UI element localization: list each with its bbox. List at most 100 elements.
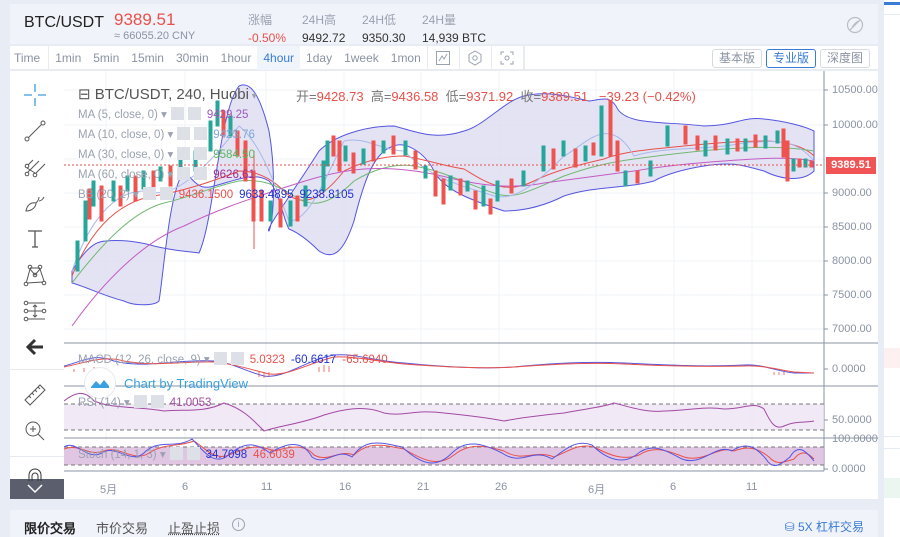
hide-toolbar-button[interactable] [21, 333, 49, 361]
y-tick: 7500.00 [832, 289, 872, 301]
last-price-tag: 9389.51 [826, 157, 876, 174]
depth-chart-button[interactable]: 深度图 [819, 49, 870, 68]
hide-drawings-icon[interactable] [846, 16, 864, 34]
gear-icon[interactable] [177, 147, 191, 160]
screenshot-icon [500, 51, 514, 64]
tools-divider [10, 369, 64, 370]
leverage-trade-link[interactable]: ⛁ 5X 杠杆交易 [784, 520, 864, 534]
brush-tool[interactable] [21, 189, 49, 217]
hexagon-settings-icon [468, 49, 482, 66]
close-icon[interactable] [187, 107, 201, 120]
close-icon[interactable] [186, 447, 200, 460]
gear-icon[interactable] [133, 395, 147, 408]
basic-view-button[interactable]: 基本版 [711, 49, 762, 68]
close-icon[interactable] [194, 127, 208, 140]
x-tick: 6 [670, 481, 677, 493]
tradingview-watermark[interactable]: Chart by TradingView [84, 367, 248, 399]
tf-1hour[interactable]: 1hour [220, 50, 252, 65]
open-value: 9428.73 [316, 89, 364, 104]
x-tick: 6 [182, 481, 189, 493]
tf-1week[interactable]: 1week [344, 50, 379, 65]
view-switcher: 基本版 专业版 深度图 [711, 49, 870, 68]
pitchfork-tool[interactable] [21, 153, 49, 181]
close-icon[interactable] [159, 187, 173, 200]
macd-y-tick: 0.0000 [832, 363, 866, 375]
tf-4hour[interactable]: 4hour [257, 45, 301, 70]
indicator-ma5[interactable]: MA (5, close, 0) ▾ 9429.25 [78, 107, 249, 121]
screenshot-button[interactable] [490, 45, 523, 70]
gear-icon[interactable] [170, 107, 184, 120]
close-value: 9389.51 [541, 89, 589, 104]
pair-name[interactable]: BTC/USDT [24, 14, 104, 31]
indicators-button[interactable] [426, 45, 459, 70]
info-icon[interactable]: i [232, 518, 245, 531]
rsi-y-tick: 50.0000 [832, 414, 872, 426]
indicator-rsi[interactable]: RSI (14) ▾ 41.0053 [78, 395, 212, 409]
toolbar-divider [522, 45, 525, 70]
close-icon[interactable] [194, 147, 208, 160]
x-tick: 5月 [100, 484, 118, 496]
y-tick: 10000.00 [832, 119, 878, 131]
trendline-icon [24, 120, 46, 142]
y-tick: 10500.00 [832, 84, 878, 96]
measure-tool[interactable] [21, 297, 49, 325]
chart-legend: ⊟ BTC/USDT, 240, Huobi ▾ [78, 85, 257, 103]
gear-icon[interactable] [142, 187, 156, 200]
tab-market-order[interactable]: 市价交易 [96, 521, 149, 536]
stoch-y-tick: 100.0000 [832, 433, 878, 445]
pro-view-button[interactable]: 专业版 [765, 49, 816, 68]
pattern-tool[interactable] [21, 261, 49, 289]
low-value: 9371.92 [466, 89, 514, 104]
brush-icon [25, 196, 45, 212]
indicators-icon [436, 50, 451, 65]
tf-5min[interactable]: 5min [93, 50, 120, 65]
stat-change: 涨幅 -0.50% [248, 13, 287, 45]
close-icon[interactable] [150, 395, 164, 408]
crosshair-tool[interactable] [21, 81, 49, 109]
magnet-tool[interactable] [21, 467, 49, 495]
tf-15min[interactable]: 15min [131, 50, 164, 65]
ruler-icon [24, 384, 46, 406]
text-tool[interactable] [21, 225, 49, 253]
gear-icon[interactable] [169, 447, 183, 460]
tf-1min[interactable]: 1min [55, 50, 82, 65]
ruler-tool[interactable] [21, 381, 49, 409]
series-title[interactable]: BTC/USDT, 240, Huobi [94, 86, 249, 103]
indicator-ma30[interactable]: MA (30, close, 0) ▾ 9584.50 [78, 147, 255, 161]
high-value: 9436.58 [391, 89, 439, 104]
right-panel-edge [884, 0, 900, 537]
y-tick: 8500.00 [832, 221, 872, 233]
gear-icon[interactable] [213, 352, 227, 365]
indicator-ma60[interactable]: MA (60, close, 0) ▾ 9626.61 [78, 167, 255, 181]
tf-1day[interactable]: 1day [306, 50, 333, 65]
settings-button[interactable] [458, 45, 491, 70]
stat-24h-low: 24H低 9350.30 [362, 13, 406, 45]
tab-limit-order[interactable]: 限价交易 [24, 521, 77, 536]
tf-30min[interactable]: 30min [175, 50, 209, 65]
tf-time[interactable]: Time [10, 45, 50, 70]
y-tick: 7000.00 [832, 323, 872, 335]
change-value: −39.23 (−0.42%) [598, 89, 696, 104]
indicator-ma10[interactable]: MA (10, close, 0) ▾ 9423.76 [78, 127, 255, 141]
long-position-icon [23, 300, 47, 322]
indicator-macd[interactable]: MACD (12, 26, close, 9) ▾ 5.0323 -60.6617-… [78, 352, 388, 366]
indicator-bb[interactable]: BB (20, 2) ▾ 9436.1500 9633.4895 9238.8105 [78, 187, 354, 201]
close-icon[interactable] [230, 352, 244, 365]
coins-icon: ⛁ [784, 520, 798, 534]
cny-price: ≈ 66055.20 CNY [114, 30, 196, 42]
gear-icon[interactable] [177, 127, 191, 140]
chart-toolbar: Time 1min 5min 15min 30min 1hour 4hour 1… [10, 45, 878, 70]
gear-icon[interactable] [177, 167, 191, 180]
chevron-down-icon[interactable]: ▾ [248, 91, 257, 102]
indicator-stoch[interactable]: Stoch (14, 1, 3) ▾ 34.7098 46.6039 [78, 447, 295, 461]
tf-1mon[interactable]: 1mon [390, 50, 421, 65]
arrow-left-icon [25, 338, 43, 356]
tab-stop-order[interactable]: 止盈止损 [168, 521, 221, 536]
close-icon[interactable] [194, 167, 208, 180]
legend-collapse-icon[interactable]: ⊟ [78, 86, 95, 103]
x-tick: 16 [339, 481, 352, 493]
trendline-tool[interactable] [21, 117, 49, 145]
tools-divider-2 [10, 456, 64, 457]
zoom-in-tool[interactable] [21, 417, 49, 445]
y-tick: 9000.00 [832, 187, 872, 199]
